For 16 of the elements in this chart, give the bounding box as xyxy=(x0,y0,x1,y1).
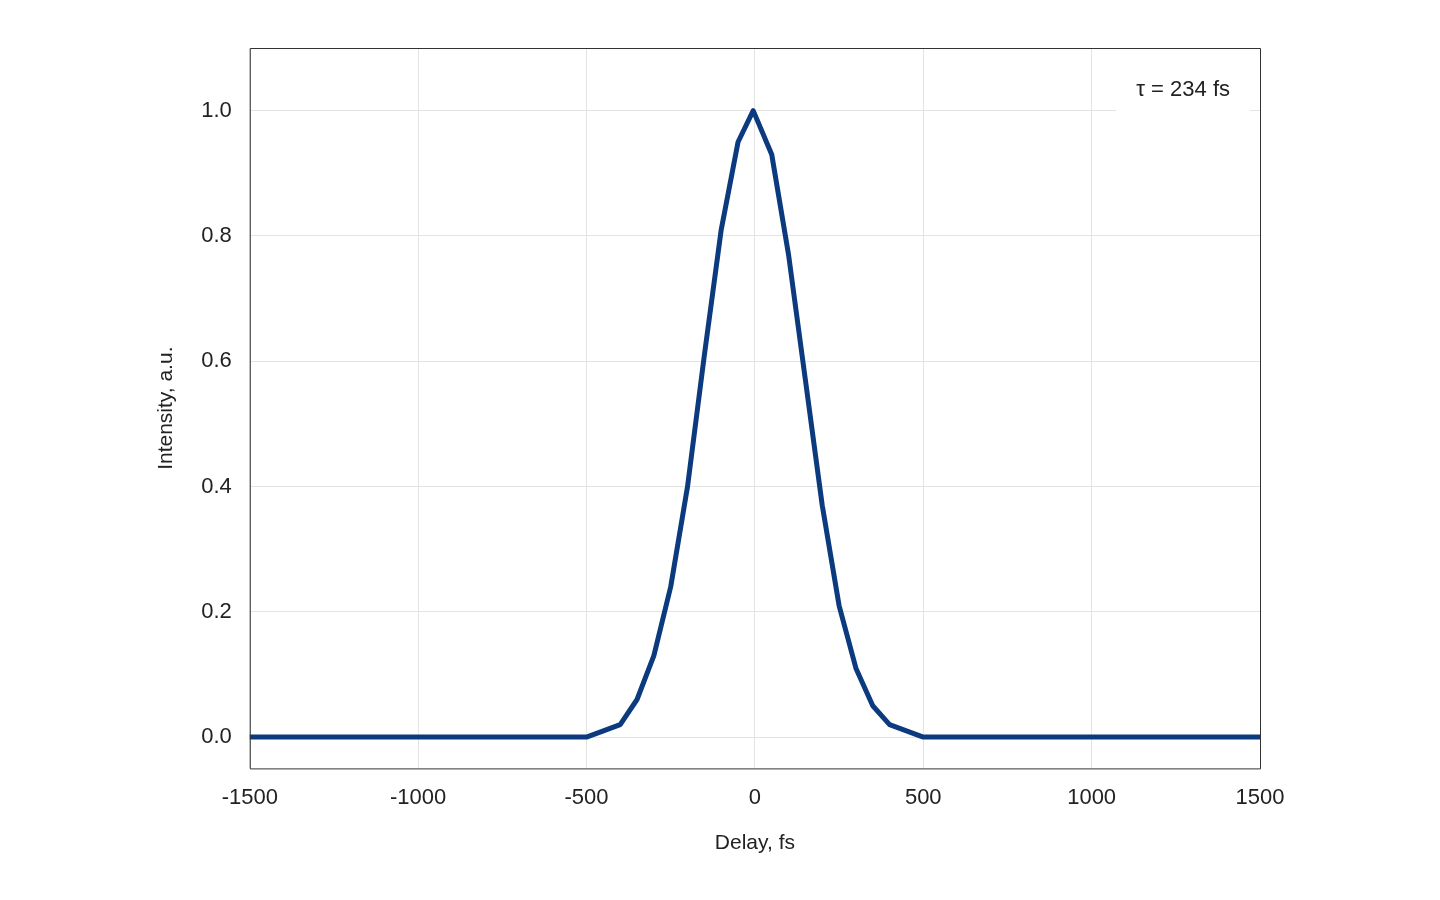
annotation: τ = 234 fs xyxy=(1136,76,1230,102)
x-tick-label: 0 xyxy=(748,783,762,809)
x-tick-label: -1000 xyxy=(390,783,447,809)
y-tick-label: 0.6 xyxy=(201,347,232,373)
y-tick-label: 0.8 xyxy=(201,221,232,247)
y-tick-label: 0.4 xyxy=(201,472,232,498)
x-tick-label: -500 xyxy=(564,783,609,809)
x-tick-label: 1500 xyxy=(1235,783,1285,809)
y-axis-title: Intensity, a.u. xyxy=(153,346,177,470)
x-tick-label: -1500 xyxy=(221,783,278,809)
y-tick-label: 0.0 xyxy=(201,723,232,749)
x-axis-title: Delay, fs xyxy=(714,830,795,854)
y-tick-label: 0.2 xyxy=(201,597,232,623)
x-tick-label: 500 xyxy=(904,783,942,809)
x-tick-label: 1000 xyxy=(1067,783,1117,809)
y-tick-label: 1.0 xyxy=(201,96,232,122)
